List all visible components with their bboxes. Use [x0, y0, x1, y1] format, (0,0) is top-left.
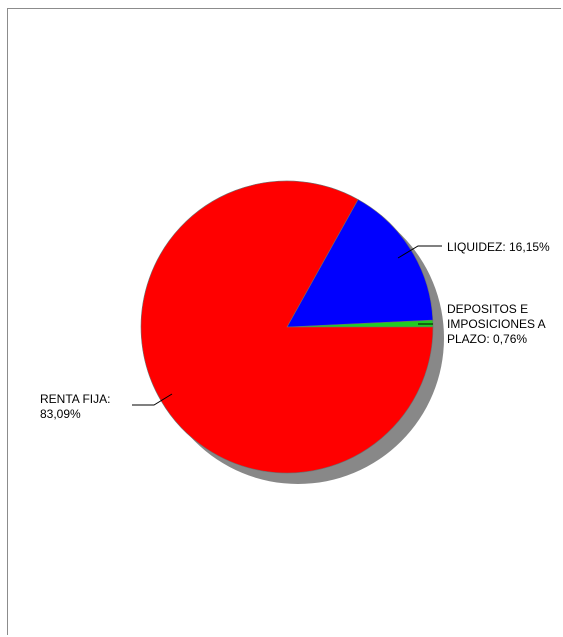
slice-label-depositos-e-imposiciones-a-plazo: DEPOSITOS E IMPOSICIONES A PLAZO: 0,76% — [447, 302, 546, 346]
slice-label-liquidez: LIQUIDEZ: 16,15% — [447, 240, 550, 254]
leader-line-liquidez — [397, 245, 442, 259]
chart-frame — [7, 8, 561, 635]
leader-line-renta-fija — [132, 393, 173, 406]
slice-label-renta-fija: RENTA FIJA: 83,09% — [40, 392, 110, 421]
